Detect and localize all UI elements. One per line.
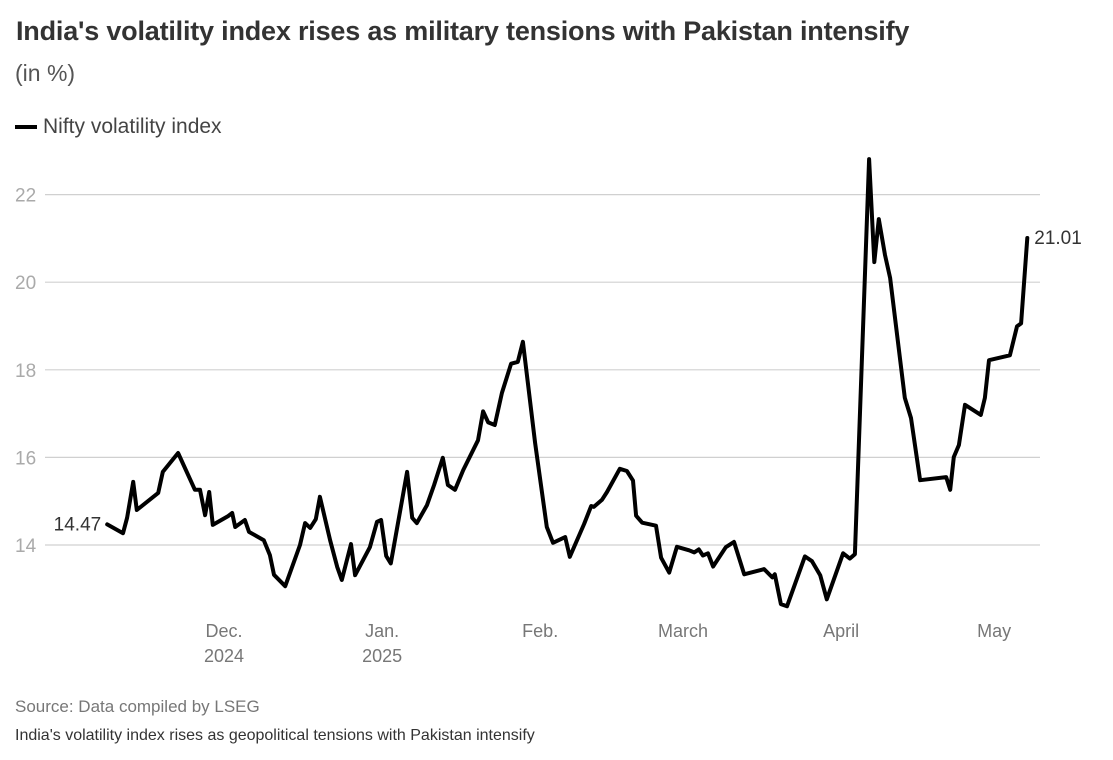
y-tick-label: 14 — [15, 536, 37, 557]
x-tick-label: March — [658, 621, 708, 641]
start-value-label: 14.47 — [54, 514, 102, 535]
x-tick-year: 2024 — [204, 646, 244, 666]
legend-label: Nifty volatility index — [43, 115, 222, 138]
x-tick-label: Feb. — [522, 621, 558, 641]
chart-subtitle: (in %) — [15, 60, 76, 86]
y-tick-label: 22 — [15, 186, 36, 207]
x-tick-label: Dec. — [205, 621, 242, 641]
legend: Nifty volatility index — [15, 115, 222, 139]
source-note: Source: Data compiled by LSEG — [15, 697, 260, 716]
legend-swatch — [15, 125, 37, 129]
end-value-label: 21.01 — [1034, 228, 1082, 249]
y-tick-label: 20 — [15, 273, 36, 294]
y-tick-label: 18 — [15, 361, 36, 382]
x-tick-label: April — [823, 621, 859, 641]
x-tick-label: Jan. — [365, 621, 399, 641]
x-tick-label: May — [977, 621, 1011, 641]
series-line-nifty-volatility — [105, 157, 1030, 609]
y-tick-label: 16 — [15, 448, 36, 469]
chart-title: India's volatility index rises as milita… — [16, 16, 910, 46]
caption: India's volatility index rises as geopol… — [15, 727, 535, 744]
x-tick-year: 2025 — [362, 646, 402, 666]
